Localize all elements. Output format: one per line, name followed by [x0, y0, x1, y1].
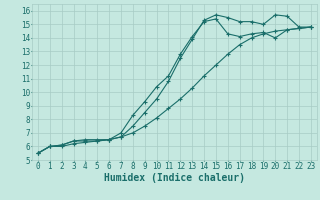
X-axis label: Humidex (Indice chaleur): Humidex (Indice chaleur) — [104, 172, 245, 183]
